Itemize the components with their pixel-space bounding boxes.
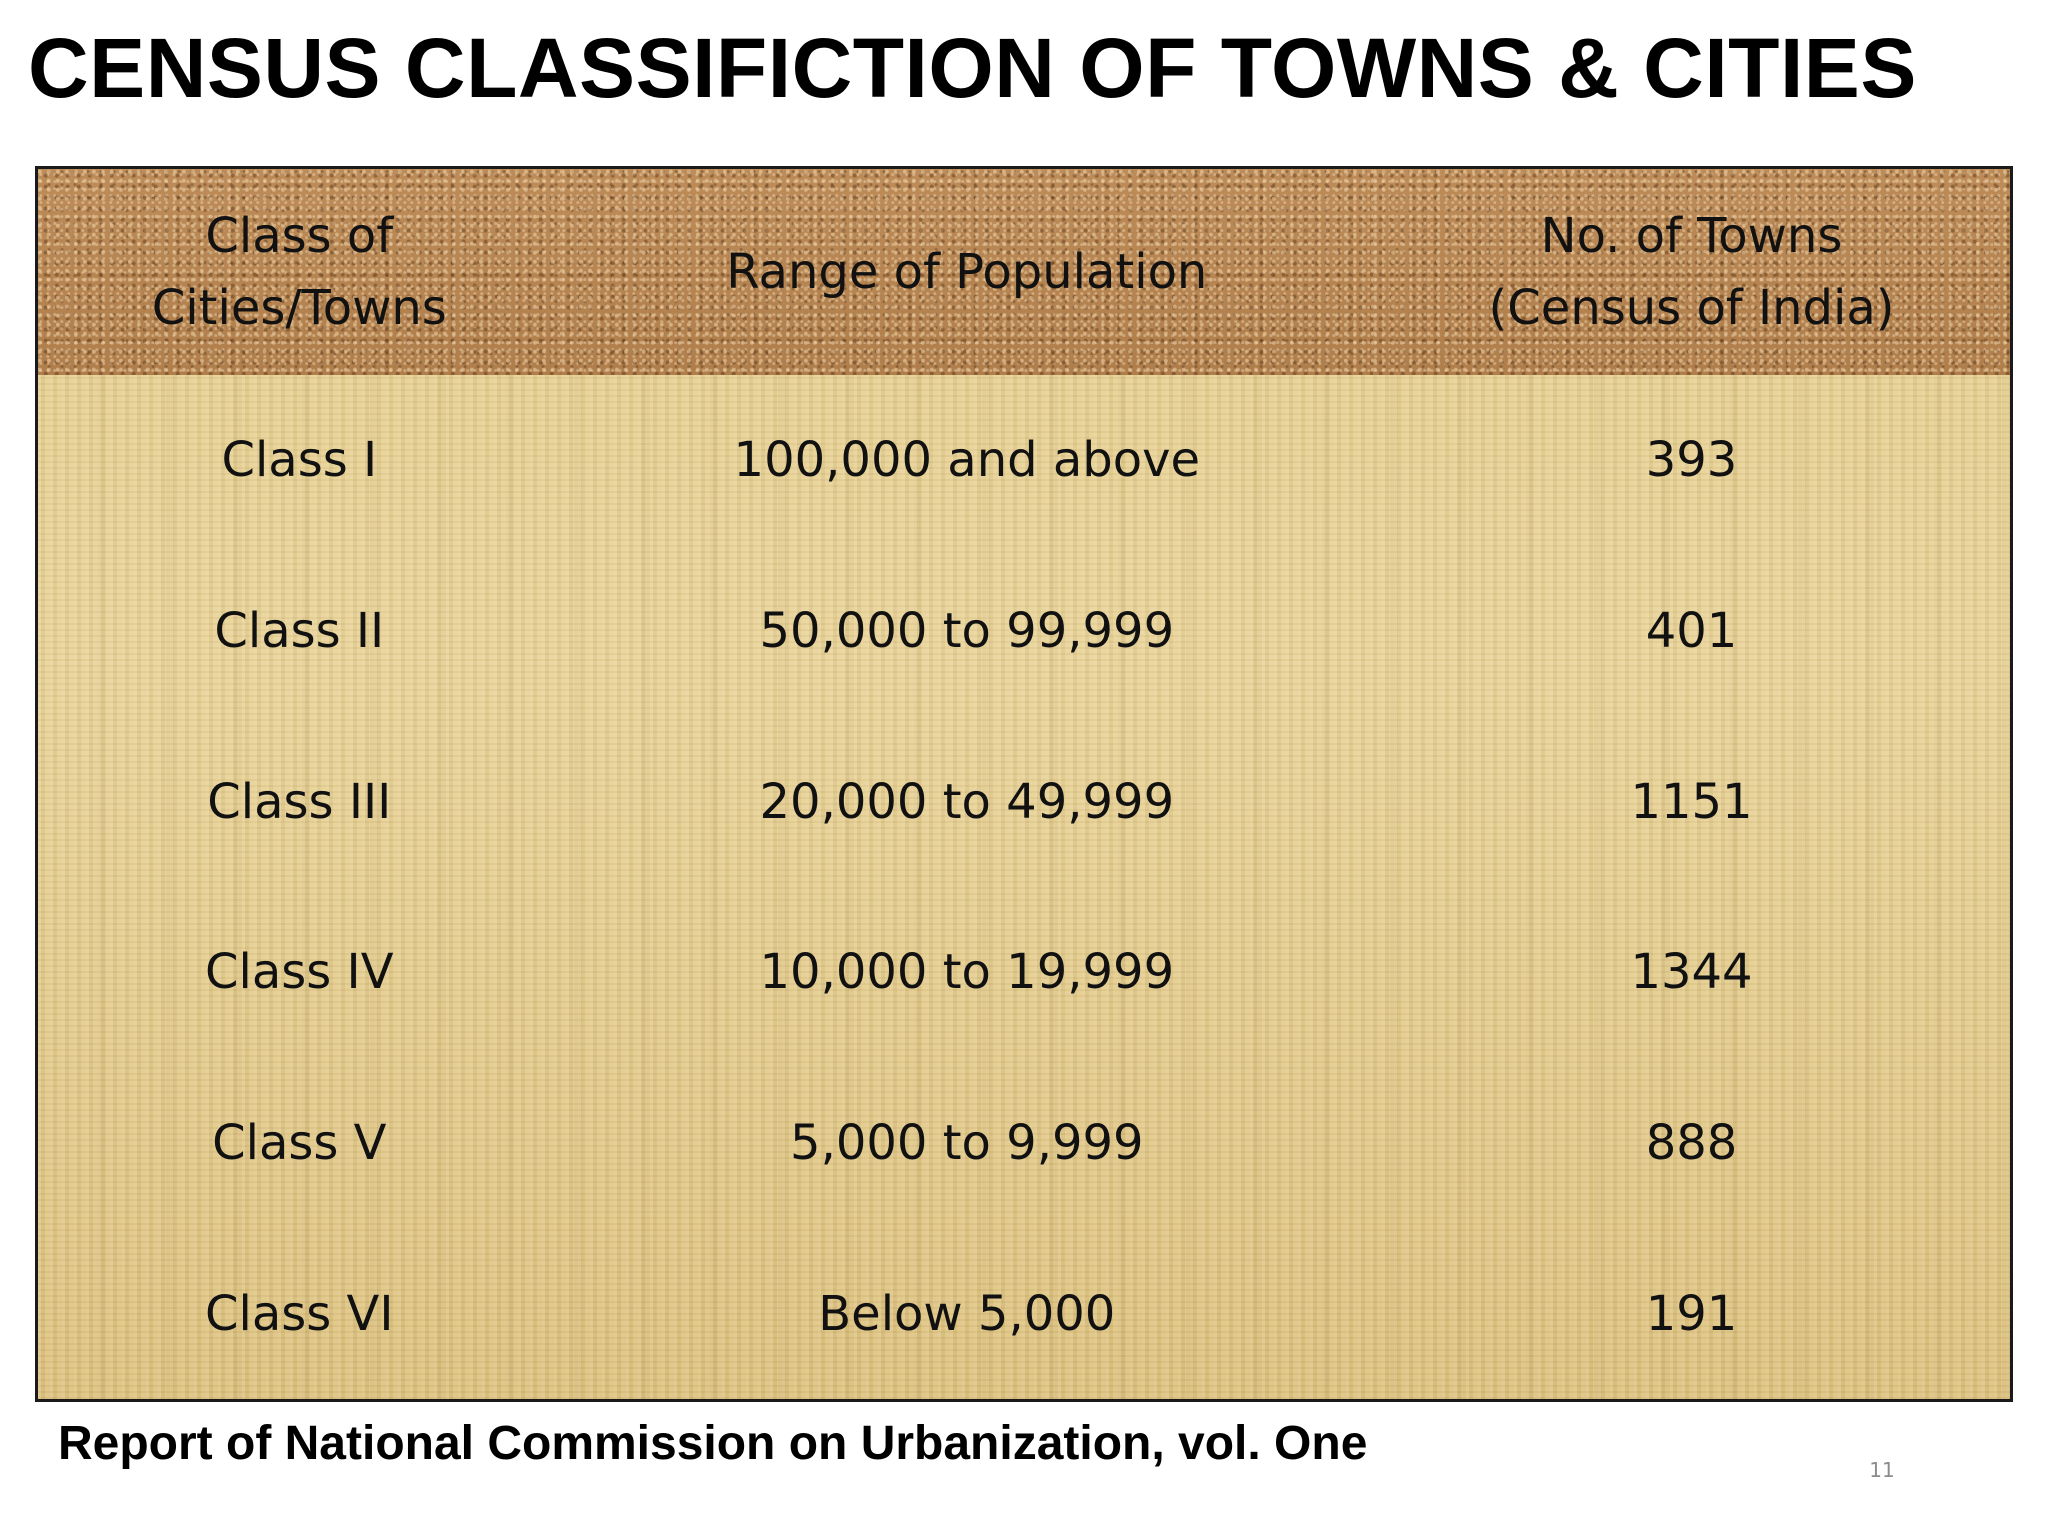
table-row: Class VI Below 5,000 191 — [38, 1228, 2010, 1399]
header-class: Class of Cities/Towns — [38, 169, 561, 375]
cell-range: 50,000 to 99,999 — [759, 602, 1175, 659]
cell-class: Class I — [221, 432, 378, 489]
header-range-label: Range of Population — [726, 244, 1208, 300]
header-row: Class of Cities/Towns Range of Populatio… — [38, 169, 2010, 375]
header-towns-line1: No. of Towns — [1540, 208, 1843, 264]
cell-class: Class II — [214, 602, 385, 659]
cell-towns: 1151 — [1630, 773, 1753, 830]
table-body: Class I 100,000 and above 393 Class II 5… — [38, 375, 2010, 1399]
cell-range: 10,000 to 19,999 — [759, 944, 1175, 1001]
cell-class: Class IV — [205, 944, 394, 1001]
cell-range: 20,000 to 49,999 — [759, 773, 1175, 830]
cell-range: 100,000 and above — [733, 432, 1201, 489]
classification-table-container: Class of Cities/Towns Range of Populatio… — [35, 166, 2013, 1402]
cell-range: 5,000 to 9,999 — [790, 1114, 1144, 1171]
cell-towns: 393 — [1645, 432, 1738, 489]
cell-class: Class V — [212, 1114, 387, 1171]
table-row: Class I 100,000 and above 393 — [38, 375, 2010, 546]
cell-class: Class III — [207, 773, 392, 830]
source-citation: Report of National Commission on Urbaniz… — [58, 1417, 1368, 1470]
table-row: Class III 20,000 to 49,999 1151 — [38, 716, 2010, 887]
table-row: Class V 5,000 to 9,999 888 — [38, 1058, 2010, 1229]
header-towns-line2: (Census of India) — [1488, 280, 1895, 336]
header-towns: No. of Towns (Census of India) — [1373, 169, 2010, 375]
header-class-line2: Cities/Towns — [151, 280, 447, 336]
classification-table: Class of Cities/Towns Range of Populatio… — [38, 169, 2010, 1399]
table-row: Class IV 10,000 to 19,999 1344 — [38, 887, 2010, 1058]
header-range: Range of Population — [561, 169, 1373, 375]
cell-towns: 191 — [1645, 1285, 1738, 1342]
table-header: Class of Cities/Towns Range of Populatio… — [38, 169, 2010, 375]
cell-range: Below 5,000 — [818, 1285, 1116, 1342]
page-number: 11 — [1869, 1458, 1895, 1482]
slide-title: CENSUS CLASSIFICTION OF TOWNS & CITIES — [28, 21, 1917, 115]
cell-class: Class VI — [205, 1285, 394, 1342]
cell-towns: 1344 — [1630, 944, 1753, 1001]
cell-towns: 888 — [1645, 1114, 1738, 1171]
table-row: Class II 50,000 to 99,999 401 — [38, 546, 2010, 717]
header-class-line1: Class of — [205, 208, 394, 264]
cell-towns: 401 — [1645, 602, 1738, 659]
